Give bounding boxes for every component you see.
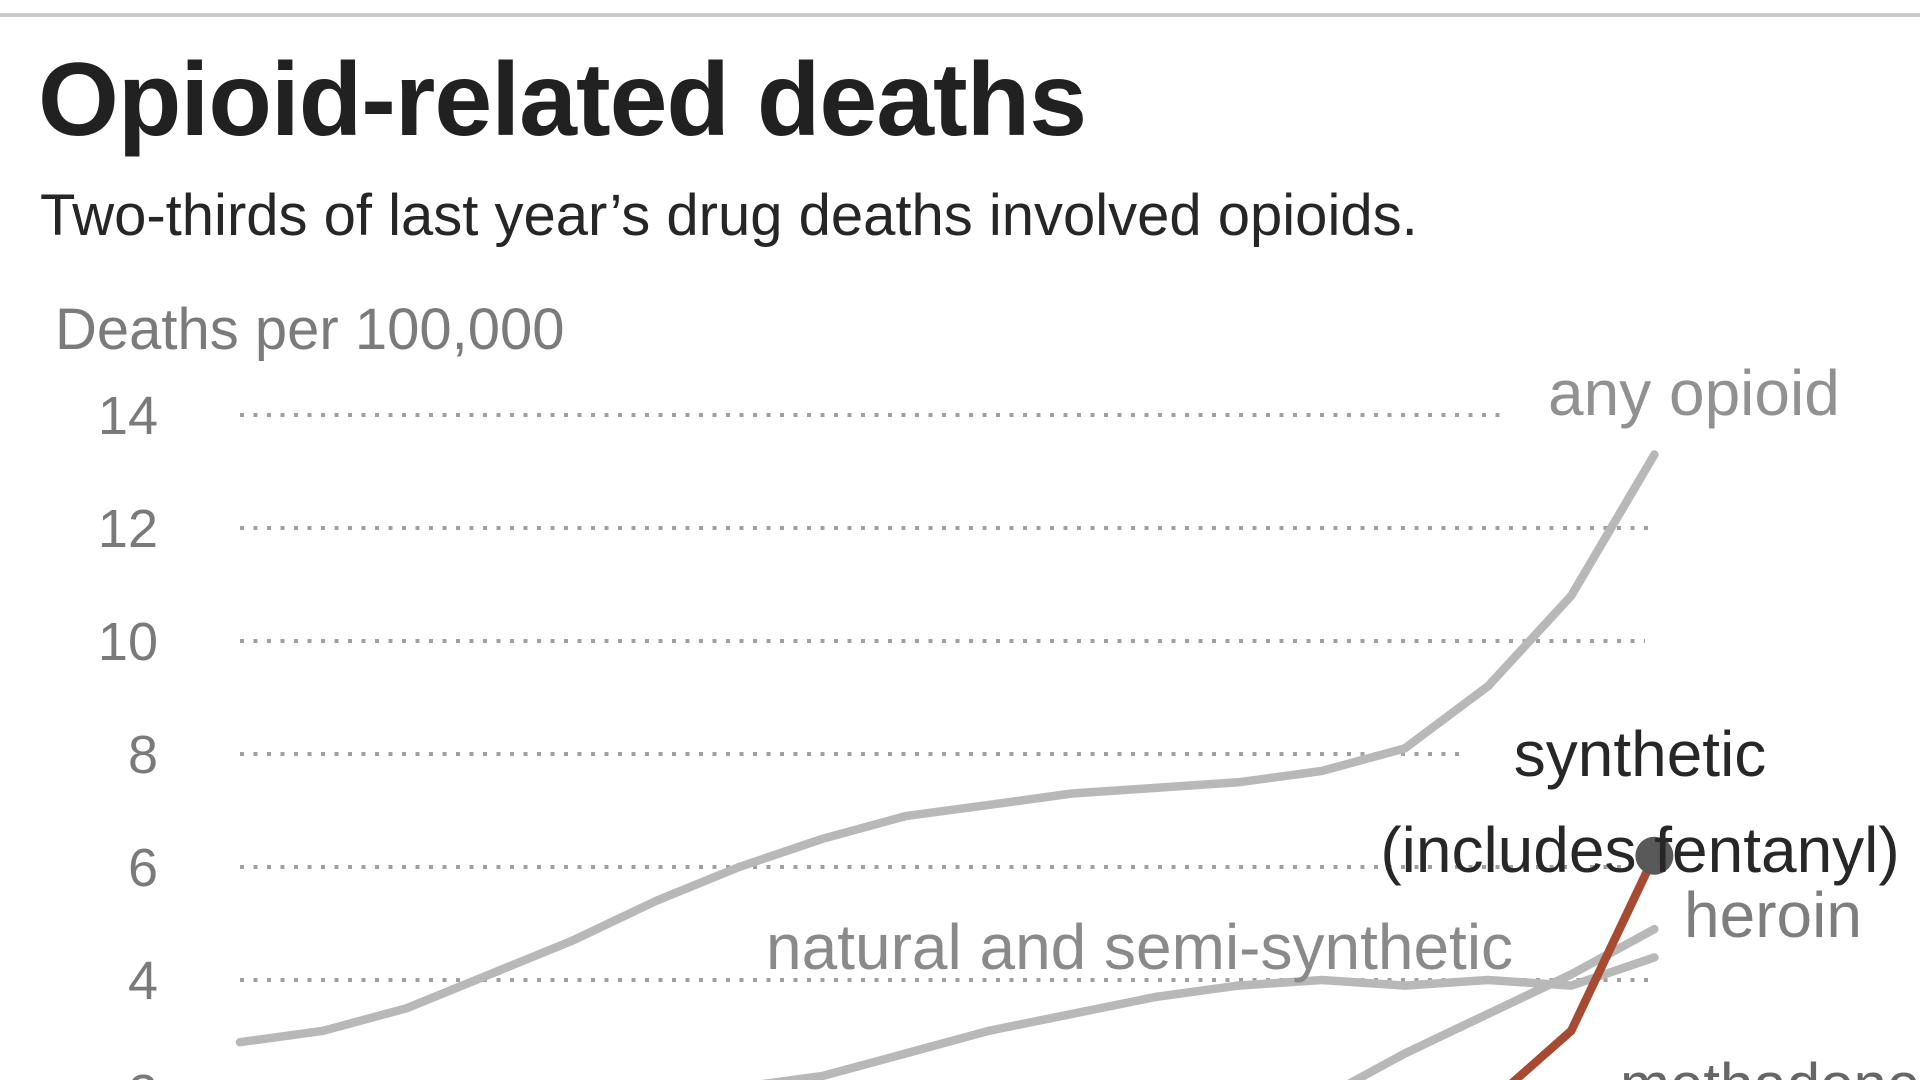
series-label-heroin: heroin: [1684, 879, 1862, 951]
y-tick-label-6: 6: [128, 838, 158, 898]
y-tick-label-2: 2: [128, 1064, 158, 1080]
series-label-methadone: methadone: [1620, 1052, 1920, 1080]
y-axis-title: Deaths per 100,000: [55, 297, 565, 362]
series-label-any-opioid: any opioid: [1548, 357, 1840, 429]
y-tick-label-8: 8: [128, 725, 158, 785]
series-label-synthetic-line2: (includes fentanyl): [1380, 814, 1900, 886]
page-subtitle: Two-thirds of last year’s drug deaths in…: [40, 183, 1418, 248]
series-label-natural-semi-synthetic: natural and semi-synthetic: [766, 911, 1514, 983]
y-tick-label-14: 14: [98, 386, 158, 446]
top-divider-rule: [0, 13, 1920, 17]
y-tick-label-10: 10: [98, 612, 158, 672]
series-line-any-opioid: [235, 450, 1659, 1047]
y-tick-label-4: 4: [128, 951, 158, 1011]
series-line-heroin: [1347, 924, 1659, 1080]
page-title: Opioid-related deaths: [38, 42, 1087, 158]
series-line-natural-and-semi-synthetic: [761, 953, 1659, 1080]
series-endpoint-dot-synthetic: [1635, 836, 1674, 875]
series-label-synthetic: synthetic (includes fentanyl): [1340, 706, 1920, 898]
series-label-synthetic-line1: synthetic: [1513, 718, 1767, 790]
y-tick-label-12: 12: [98, 499, 158, 559]
